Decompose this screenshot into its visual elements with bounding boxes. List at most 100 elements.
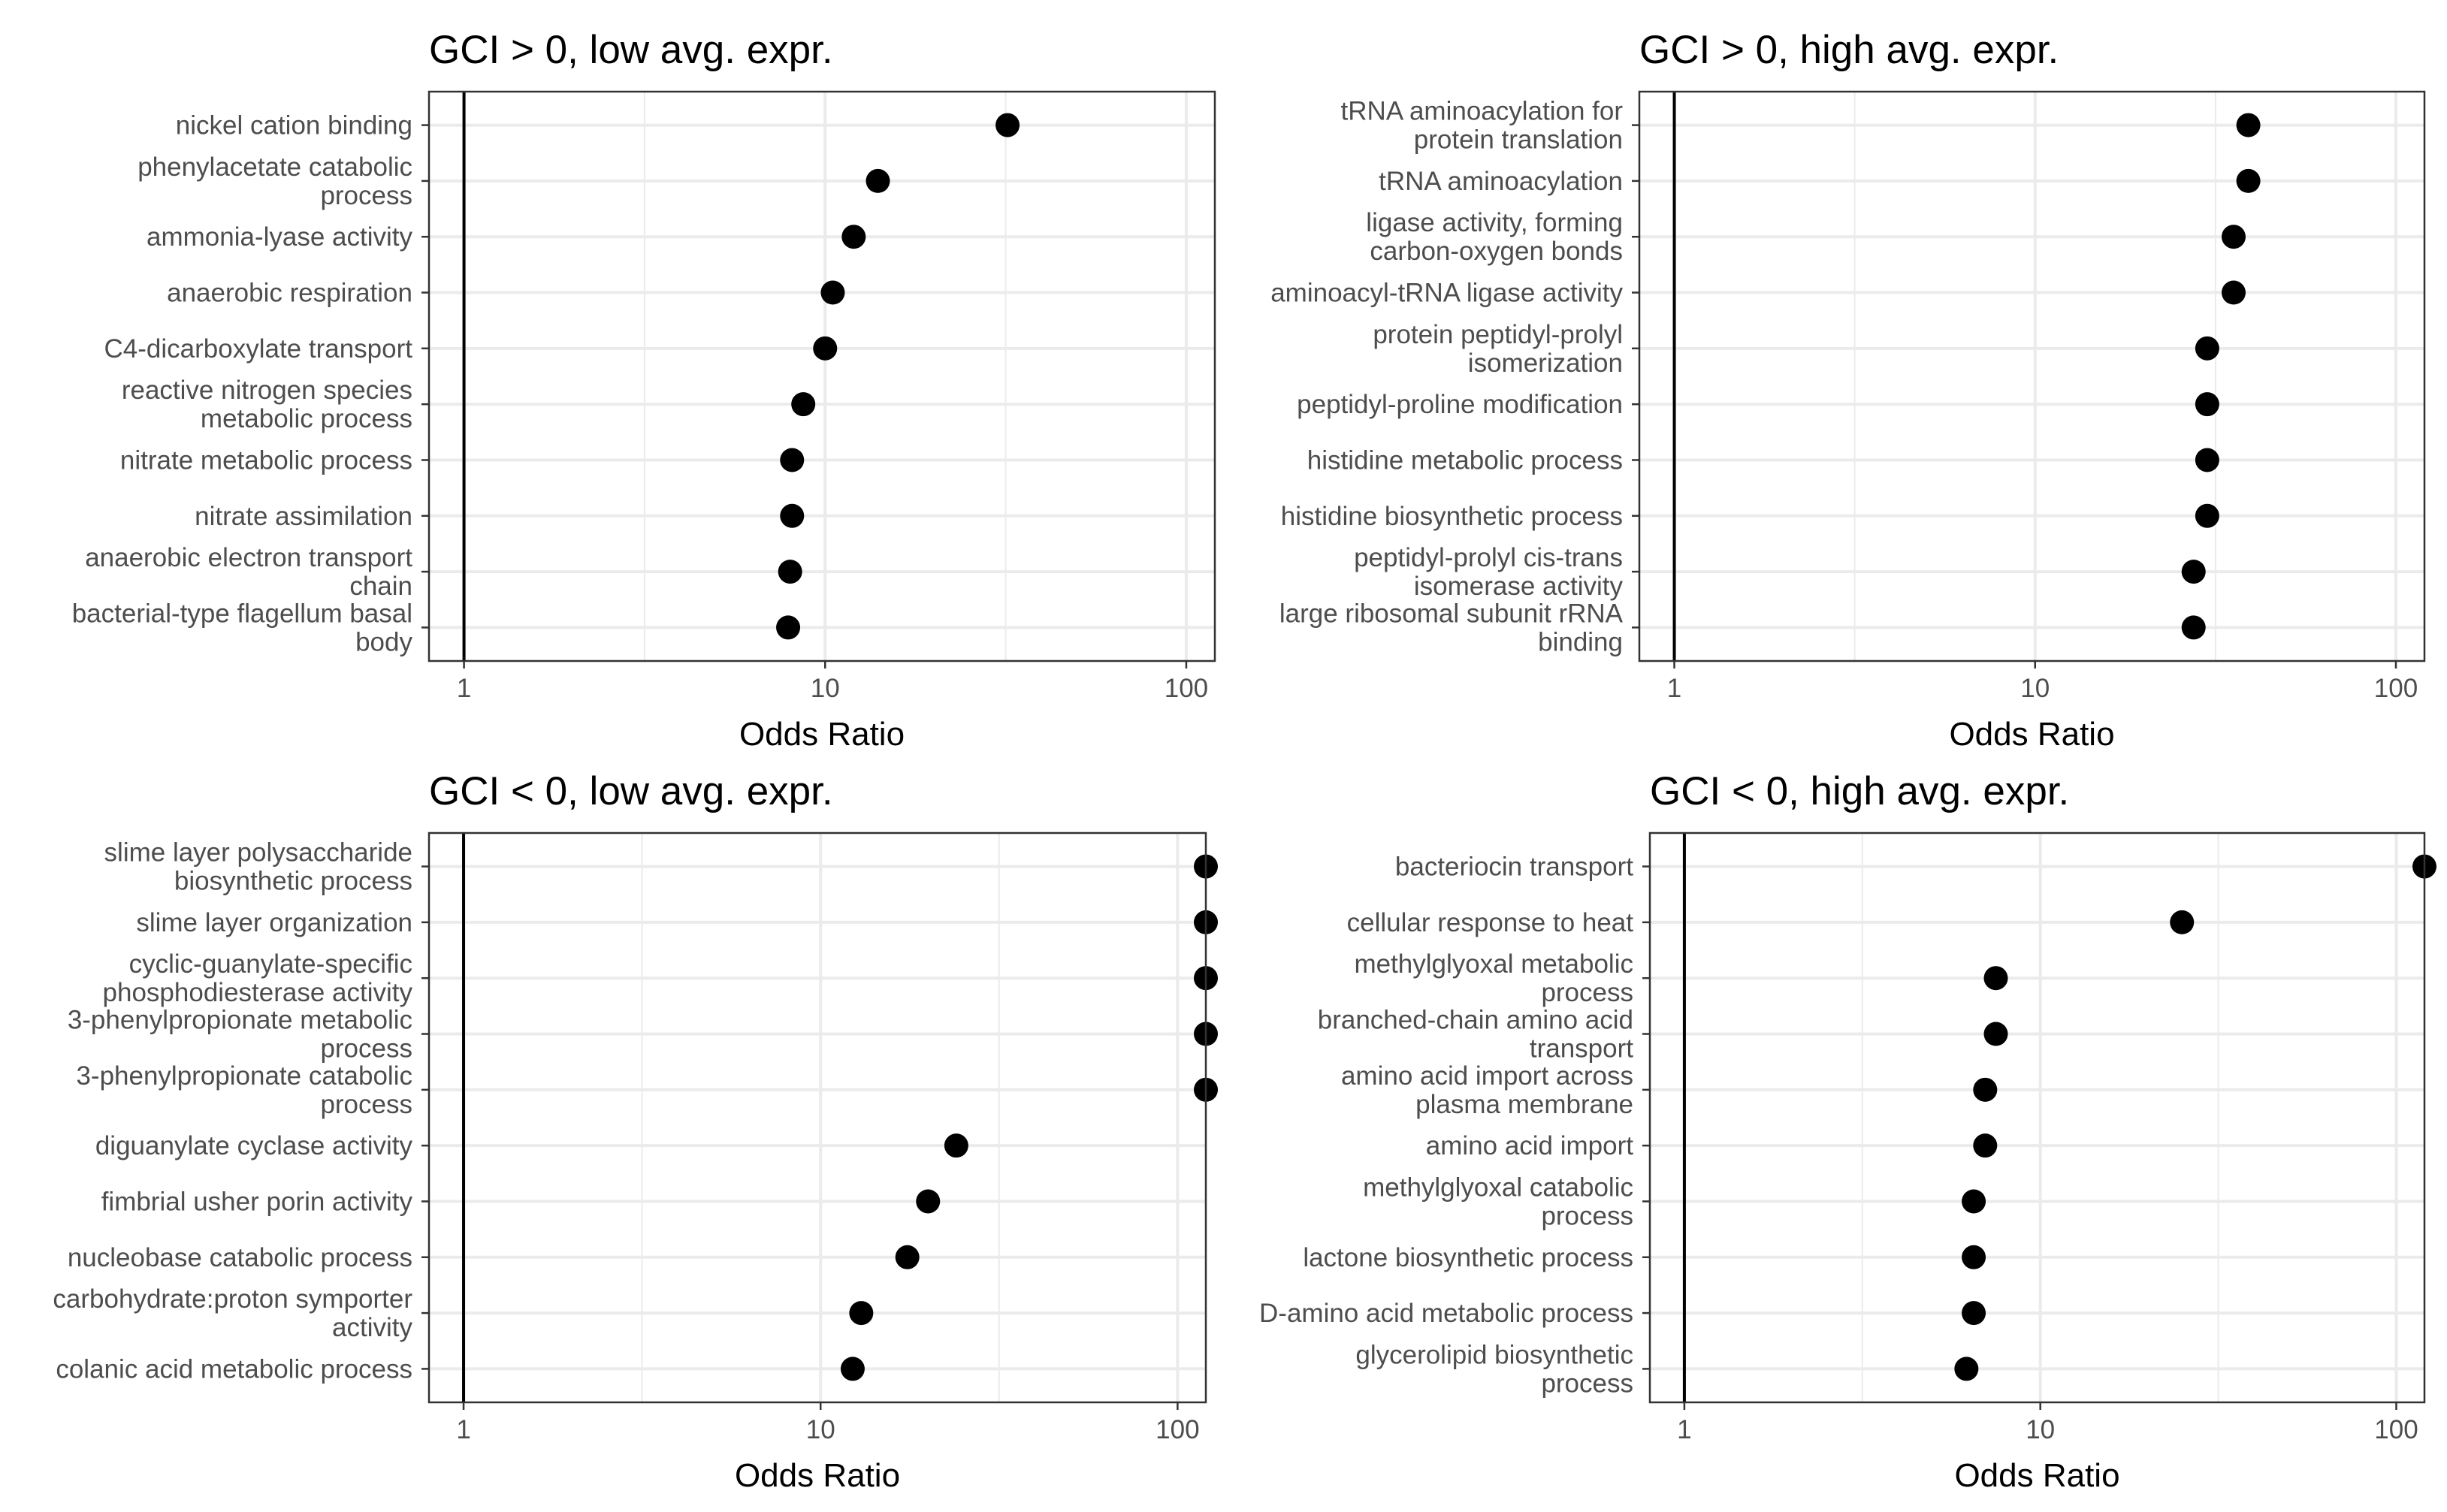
x-axis-title: Odds Ratio: [735, 1457, 900, 1494]
data-point: [778, 560, 802, 584]
category-label: diguanylate cyclase activity: [95, 1131, 413, 1160]
data-point: [2221, 280, 2246, 305]
category-label: tRNA aminoacylation: [1379, 167, 1623, 196]
x-tick-label: 10: [2026, 1415, 2055, 1444]
panel-border: [1648, 831, 2426, 1404]
category-label: 3-phenylpropionate catabolic process: [76, 1061, 412, 1119]
category-label: ammonia-lyase activity: [147, 222, 412, 252]
category-label: lactone biosynthetic process: [1303, 1243, 1633, 1272]
category-label: carbohydrate:proton symporter activity: [53, 1284, 412, 1342]
data-point: [780, 503, 805, 528]
category-label: amino acid import across plasma membrane: [1341, 1061, 1633, 1119]
x-tick-label: 1: [1667, 674, 1681, 703]
data-point: [2195, 448, 2219, 472]
panel-title: GCI < 0, high avg. expr.: [1650, 769, 2069, 813]
panel-2: tRNA aminoacylation for protein translati…: [1270, 28, 2426, 753]
data-point: [2181, 615, 2206, 640]
category-label: fimbrial usher porin activity: [101, 1187, 413, 1216]
category-label: cellular response to heat: [1347, 908, 1634, 937]
category-label: C4-dicarboxylate transport: [104, 334, 413, 364]
category-label: large ribosomal subunit rRNA binding: [1279, 599, 1624, 656]
panel-background: [1650, 833, 2424, 1402]
category-label: nitrate metabolic process: [120, 445, 412, 475]
data-point: [995, 113, 1020, 137]
category-label: peptidyl-proline modification: [1297, 390, 1623, 419]
data-point: [820, 280, 845, 305]
data-point: [944, 1133, 968, 1158]
data-point: [916, 1189, 941, 1214]
data-point: [780, 448, 805, 472]
data-point: [2195, 392, 2219, 417]
panel-background: [1639, 92, 2424, 661]
data-point: [1962, 1301, 1986, 1326]
category-label: reactive nitrogen species metabolic proce…: [122, 376, 412, 433]
category-label: bacteriocin transport: [1395, 853, 1633, 882]
x-axis-title: Odds Ratio: [1954, 1457, 2119, 1494]
x-axis-title: Odds Ratio: [739, 716, 905, 753]
category-label: histidine metabolic process: [1307, 445, 1623, 475]
category-label: branched-chain amino acid transport: [1318, 1006, 1634, 1064]
category-label: tRNA aminoacylation for protein translati…: [1341, 97, 1624, 155]
category-label: colanic acid metabolic process: [56, 1354, 412, 1384]
data-point: [813, 336, 838, 361]
x-tick-label: 100: [1165, 674, 1208, 703]
data-point: [841, 225, 866, 249]
x-tick-label: 1: [457, 674, 471, 703]
x-tick-label: 10: [2020, 674, 2050, 703]
panel-title: GCI > 0, low avg. expr.: [429, 28, 833, 72]
data-point: [1983, 966, 2008, 991]
x-tick-label: 10: [806, 1415, 835, 1444]
category-label: aminoacyl-tRNA ligase activity: [1270, 279, 1623, 308]
panel-background: [429, 92, 1215, 661]
data-point: [2221, 225, 2246, 249]
category-label: protein peptidyl-prolyl isomerization: [1373, 320, 1623, 378]
data-point: [2195, 336, 2219, 361]
panel-border: [1638, 90, 2426, 662]
x-tick-label: 100: [2374, 674, 2418, 703]
category-label: nitrate assimilation: [195, 502, 412, 531]
category-label: histidine biosynthetic process: [1281, 502, 1623, 531]
x-tick-label: 100: [1156, 1415, 1199, 1444]
data-point: [849, 1301, 874, 1326]
panel-1: nickel cation binding phenylacetate catab…: [72, 28, 1216, 753]
category-label: nucleobase catabolic process: [68, 1243, 412, 1272]
data-point: [1962, 1189, 1986, 1214]
x-tick-label: 10: [811, 674, 840, 703]
x-tick-label: 1: [1677, 1415, 1691, 1444]
category-label: slime layer polysaccharide biosynthetic p…: [104, 838, 412, 896]
data-point: [776, 615, 801, 640]
category-label: bacterial-type flagellum basal body: [72, 599, 413, 656]
x-axis-title: Odds Ratio: [1949, 716, 2114, 753]
category-label: cyclic-guanylate-specific phosphodiestera…: [103, 949, 413, 1007]
panel-4: bacteriocin transport cellular response t…: [1259, 769, 2436, 1494]
category-label: slime layer organization: [136, 908, 412, 937]
data-point: [2236, 113, 2261, 137]
category-label: methylglyoxal metabolic process: [1354, 949, 1633, 1007]
data-point: [791, 392, 816, 417]
x-tick-label: 100: [2374, 1415, 2418, 1444]
panel-title: GCI < 0, low avg. expr.: [429, 769, 833, 813]
data-point: [2170, 910, 2195, 934]
panel-3: slime layer polysaccharide biosynthetic p…: [53, 769, 1218, 1494]
category-label: anaerobic respiration: [167, 279, 412, 308]
category-label: nickel cation binding: [176, 111, 412, 140]
category-label: 3-phenylpropionate metabolic process: [68, 1006, 412, 1064]
panel-border: [427, 90, 1216, 662]
panel-border: [427, 831, 1207, 1404]
data-point: [895, 1245, 920, 1269]
x-tick-label: 1: [456, 1415, 470, 1444]
panel-background: [429, 833, 1206, 1402]
category-label: peptidyl-prolyl cis-trans isomerase activ…: [1354, 543, 1623, 601]
category-label: D-amino acid metabolic process: [1259, 1299, 1633, 1328]
data-point: [866, 168, 890, 193]
data-point: [1954, 1357, 1979, 1381]
data-point: [1973, 1077, 1998, 1102]
data-point: [2195, 503, 2219, 528]
category-label: ligase activity, forming carbon-oxygen bo…: [1366, 208, 1623, 266]
data-point: [2181, 560, 2206, 584]
category-label: amino acid import: [1426, 1131, 1633, 1160]
category-label: glycerolipid biosynthetic process: [1355, 1340, 1633, 1398]
data-point: [1962, 1245, 1986, 1269]
category-label: phenylacetate catabolic process: [137, 152, 412, 210]
data-point: [1973, 1133, 1998, 1158]
